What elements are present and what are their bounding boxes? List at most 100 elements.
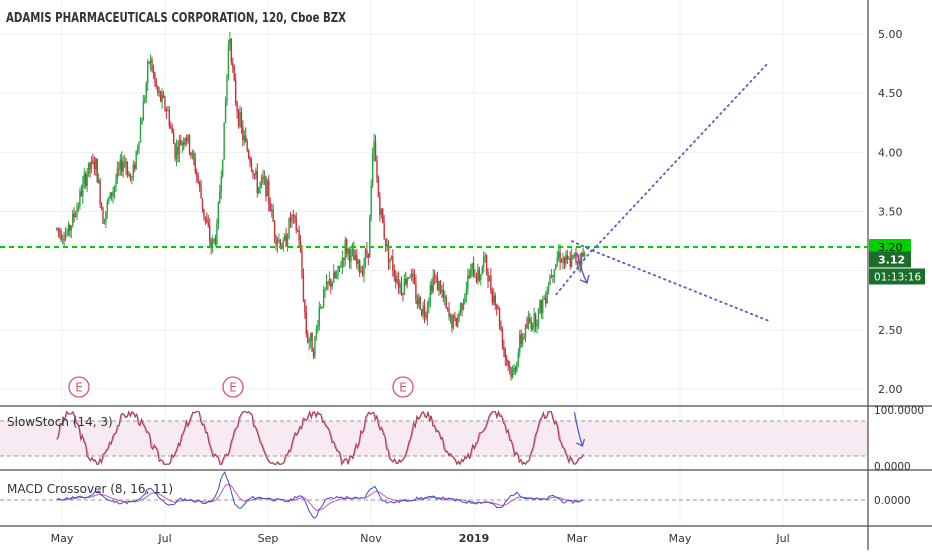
candle-body xyxy=(379,196,381,215)
candle-body xyxy=(547,285,550,291)
earnings-marker-circle xyxy=(392,376,414,398)
candle-body xyxy=(95,159,97,170)
candle-body xyxy=(275,236,277,246)
candle-body xyxy=(72,213,74,226)
candle-body xyxy=(543,298,545,300)
candle-body xyxy=(149,59,152,63)
candle-body xyxy=(423,305,426,316)
candle-body xyxy=(210,241,212,248)
candle-body xyxy=(204,216,207,219)
candle-body xyxy=(482,256,485,268)
candle-body xyxy=(236,103,238,112)
candle-body xyxy=(438,281,440,291)
candle-body xyxy=(180,139,182,146)
earnings-marker: E xyxy=(392,376,414,398)
candle-body xyxy=(170,126,172,128)
candle-body xyxy=(105,211,107,222)
candle-body xyxy=(112,191,114,196)
candle-body xyxy=(338,266,341,268)
candle-body xyxy=(292,214,295,216)
candle-body xyxy=(393,270,395,276)
candle-body xyxy=(196,172,198,176)
stoch-k-line xyxy=(56,409,584,466)
candle-body xyxy=(396,279,398,283)
candle-body xyxy=(557,252,560,258)
candle-body xyxy=(69,224,71,231)
time-tick-label: Jul xyxy=(775,532,789,545)
candle-body xyxy=(289,218,292,222)
candle-body xyxy=(436,277,439,291)
candle-body xyxy=(540,300,543,313)
macd-signal-line xyxy=(56,483,583,512)
candle-body xyxy=(136,147,139,152)
candle-body xyxy=(409,276,411,278)
candle-body xyxy=(181,142,184,146)
candle-body xyxy=(439,281,442,292)
candle-body xyxy=(337,266,339,275)
candle-body xyxy=(171,127,173,133)
macd-indicator-label: MACD Crossover (8, 16, 11) xyxy=(7,482,173,496)
candle-body xyxy=(70,225,72,231)
candle-body xyxy=(165,109,168,111)
candle-body xyxy=(503,346,505,349)
candle-body xyxy=(461,303,463,310)
candle-body xyxy=(552,275,554,277)
candle-body xyxy=(115,180,117,187)
candle-body xyxy=(370,185,372,216)
candle-body xyxy=(64,234,67,240)
candle-body xyxy=(168,110,171,127)
candle-body xyxy=(138,141,140,148)
price-tick-label: 2.50 xyxy=(878,324,903,337)
candle-body xyxy=(458,312,460,317)
candle-body xyxy=(533,313,535,326)
earnings-marker-label: E xyxy=(75,381,83,395)
candle-body xyxy=(464,294,466,304)
candle-body xyxy=(350,250,352,262)
earnings-marker-label: E xyxy=(229,381,237,395)
candle-body xyxy=(177,147,179,155)
candle-body xyxy=(472,262,475,277)
candle-body xyxy=(526,324,528,328)
candle-body xyxy=(302,275,305,301)
earnings-marker-label: E xyxy=(399,381,407,395)
candle-body xyxy=(87,162,90,174)
candle-body xyxy=(353,249,355,261)
candle-body xyxy=(263,176,266,180)
price-tick-label: 3.50 xyxy=(878,206,903,219)
candle-body xyxy=(203,209,205,217)
candle-body xyxy=(178,139,181,155)
candle-body xyxy=(86,173,88,186)
candle-body xyxy=(402,293,404,295)
candle-body xyxy=(61,239,64,241)
countdown-box xyxy=(869,268,925,285)
candle-body xyxy=(504,348,507,358)
candle-body xyxy=(465,289,468,295)
time-tick-label: Jul xyxy=(157,532,171,545)
candle-body xyxy=(315,329,318,337)
time-tick-label: 2019 xyxy=(459,532,490,545)
candle-body xyxy=(175,147,178,159)
candle-body xyxy=(539,300,541,310)
stoch-arrow-head-icon xyxy=(576,438,586,447)
candle-body xyxy=(484,255,486,257)
candle-body xyxy=(559,252,561,262)
candle-body xyxy=(154,72,156,81)
candle-body xyxy=(134,164,136,169)
candle-body xyxy=(420,309,423,316)
price-tick-label: 5.00 xyxy=(878,28,903,41)
candle-body xyxy=(262,177,264,180)
candle-body xyxy=(314,336,316,357)
candle-body xyxy=(491,290,494,303)
candle-body xyxy=(508,365,511,368)
trend-line xyxy=(591,62,769,252)
candle-body xyxy=(305,312,308,334)
candle-body xyxy=(221,159,224,177)
candle-body xyxy=(132,164,134,178)
candle-body xyxy=(389,258,391,263)
candle-body xyxy=(471,262,473,270)
candle-body xyxy=(579,260,581,265)
candle-body xyxy=(454,315,456,319)
